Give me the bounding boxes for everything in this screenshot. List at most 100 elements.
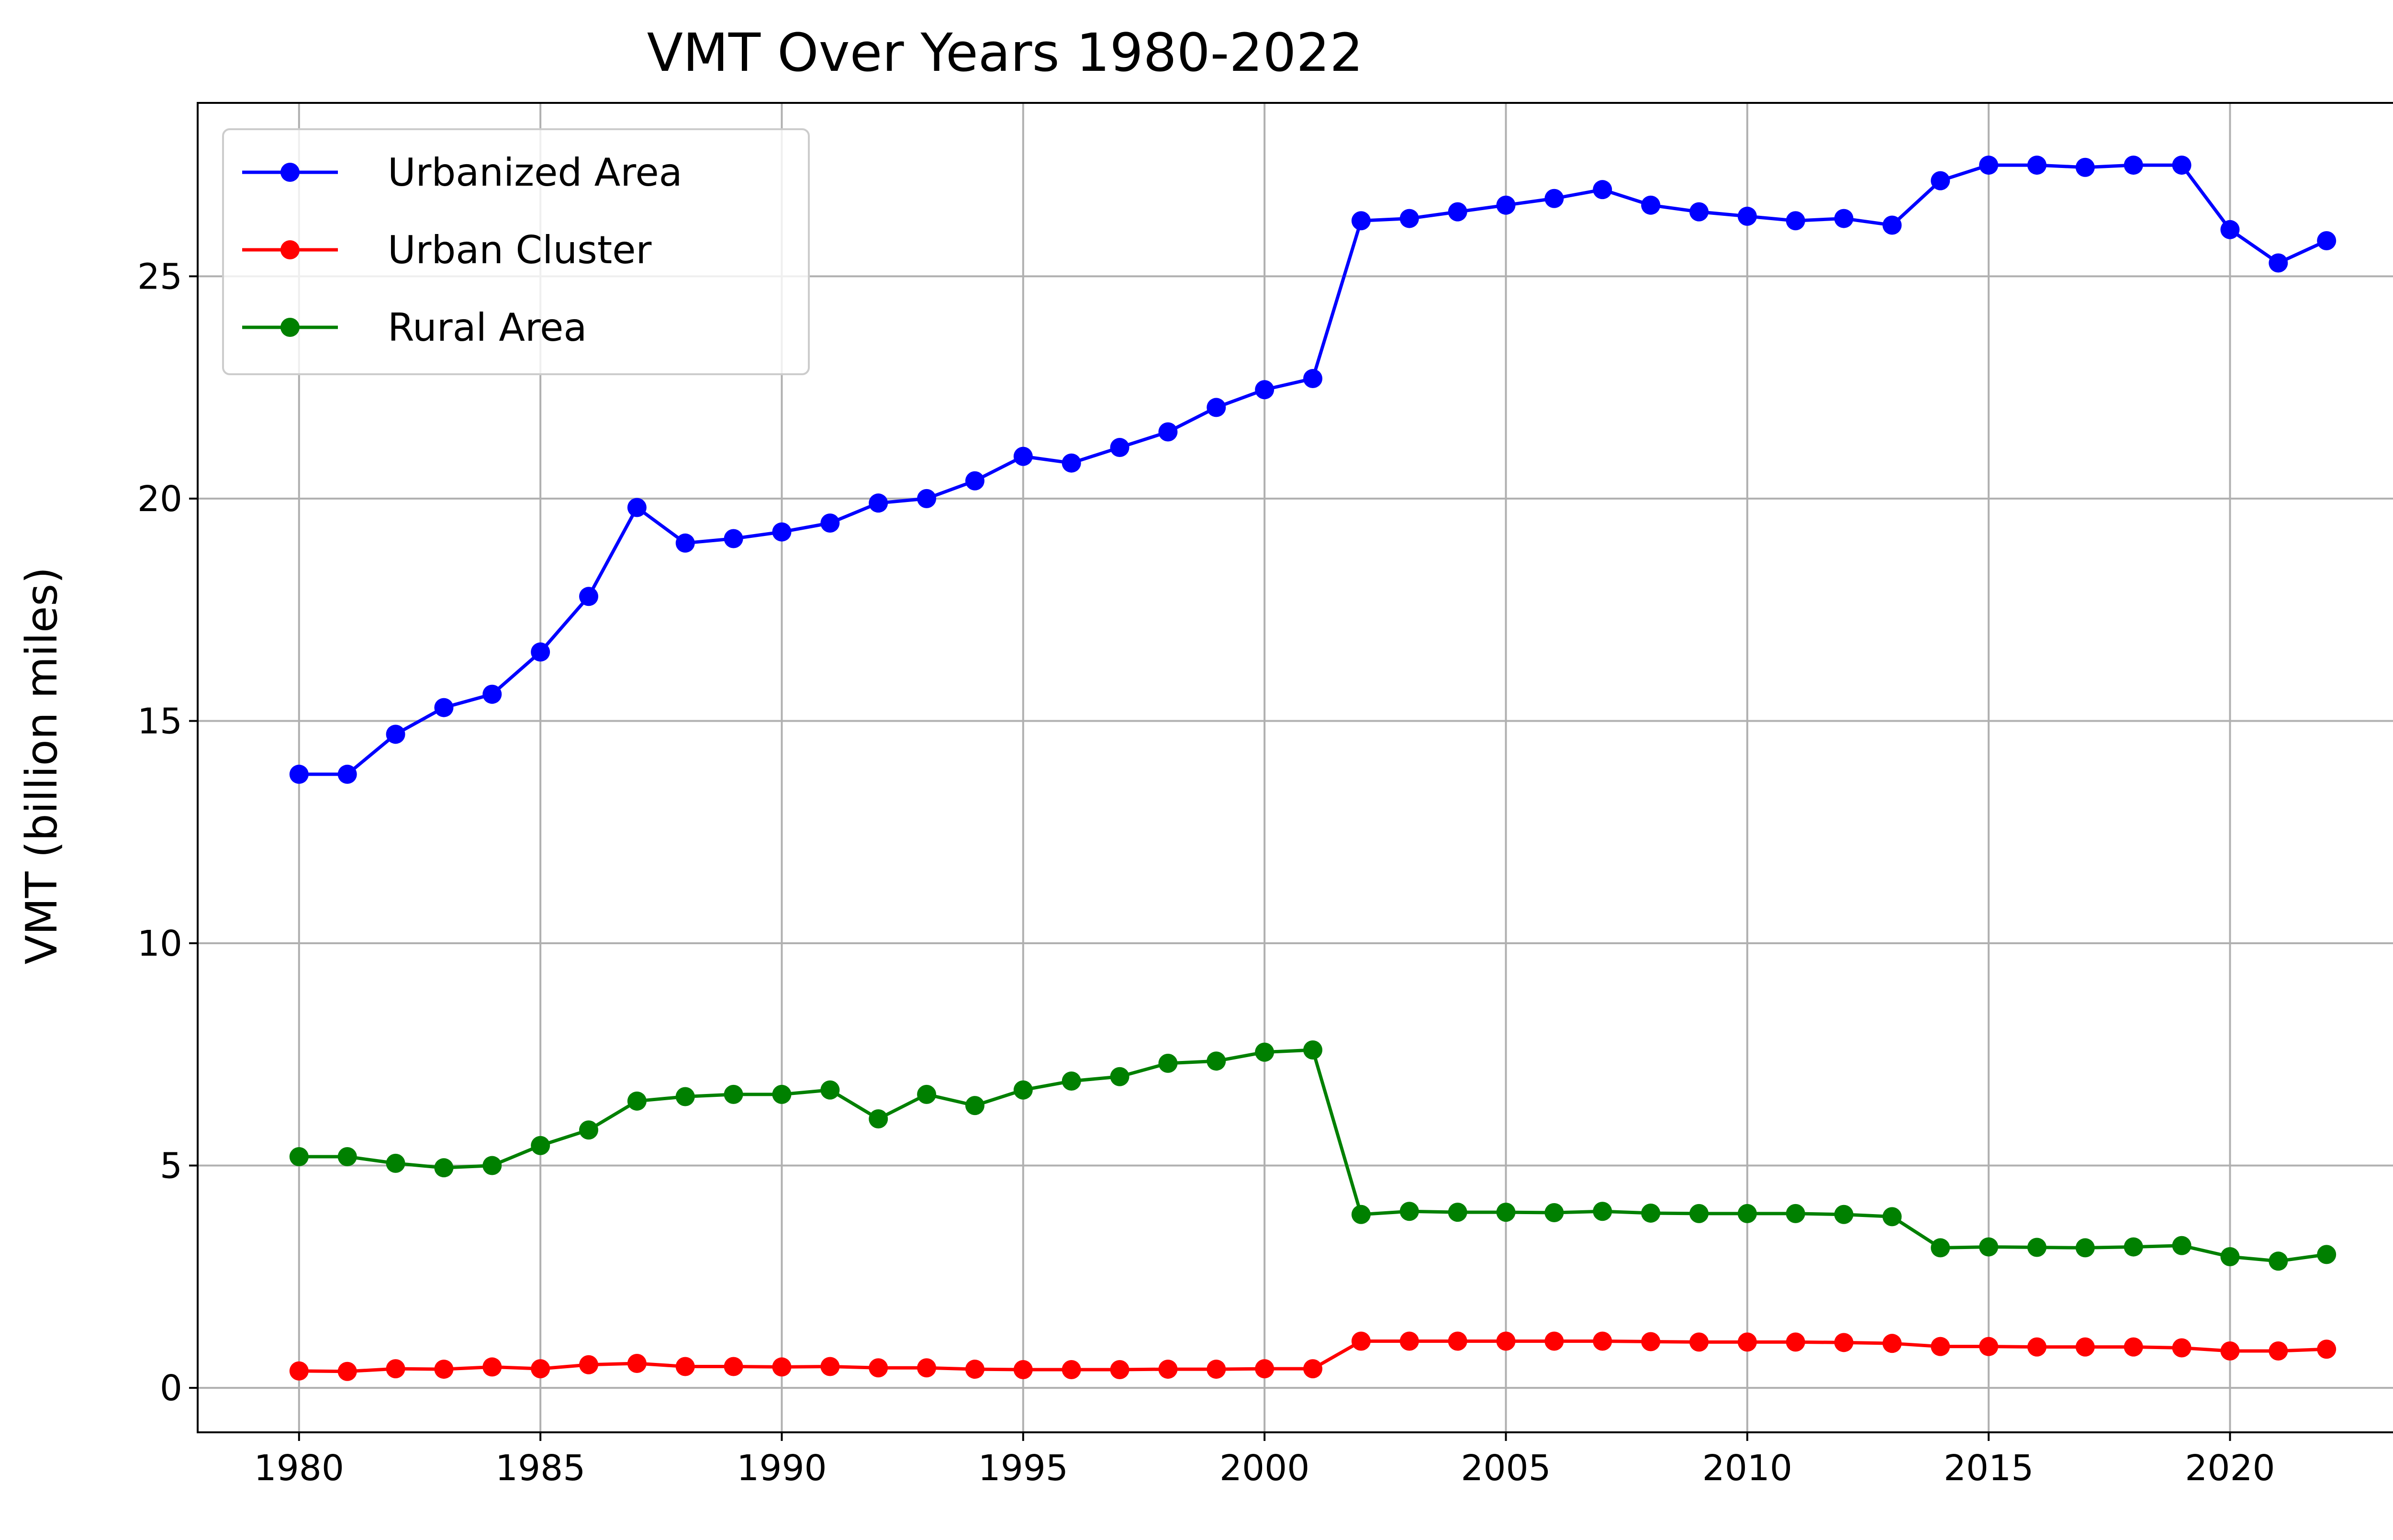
legend-marker xyxy=(280,318,300,337)
data-point-urbanized-area xyxy=(337,764,357,784)
data-point-urbanized-area xyxy=(2317,231,2337,251)
data-point-rural-area xyxy=(1496,1203,1516,1222)
legend-box xyxy=(222,128,810,375)
data-point-urban-cluster xyxy=(1979,1337,1999,1356)
data-point-rural-area xyxy=(289,1147,309,1166)
x-tick-label: 1995 xyxy=(978,1448,1068,1489)
data-point-urbanized-area xyxy=(1207,398,1226,417)
data-point-urbanized-area xyxy=(1351,211,1371,231)
data-point-urbanized-area xyxy=(2027,156,2046,175)
x-tick-label: 2000 xyxy=(1219,1448,1309,1489)
data-point-urbanized-area xyxy=(2172,156,2192,175)
data-point-urban-cluster xyxy=(772,1357,792,1377)
data-point-urban-cluster xyxy=(337,1361,357,1381)
data-point-urban-cluster xyxy=(1786,1332,1805,1352)
plot-frame xyxy=(197,102,2393,1433)
data-point-urban-cluster xyxy=(482,1357,502,1377)
data-point-urban-cluster xyxy=(289,1361,309,1381)
data-point-urbanized-area xyxy=(1882,215,1902,235)
data-point-rural-area xyxy=(1786,1204,1805,1223)
data-point-urbanized-area xyxy=(1496,195,1516,215)
data-point-urbanized-area xyxy=(1303,369,1322,389)
data-point-urban-cluster xyxy=(1013,1360,1033,1379)
ticks-layer: 1980 1985 1990 1995 2000 2005 2010 2015 20200510… xyxy=(137,256,2275,1489)
series-layer xyxy=(289,156,2337,1381)
data-point-urbanized-area xyxy=(917,489,937,508)
data-point-rural-area xyxy=(1062,1071,1081,1091)
data-point-urbanized-area xyxy=(2124,156,2143,175)
data-point-urban-cluster xyxy=(579,1355,599,1374)
legend-label: Rural Area xyxy=(388,305,587,350)
series-urban-cluster xyxy=(289,1331,2337,1381)
data-point-urban-cluster xyxy=(675,1357,695,1376)
x-tick-label: 2005 xyxy=(1461,1448,1551,1489)
data-point-urban-cluster xyxy=(434,1360,454,1379)
data-point-urban-cluster xyxy=(1399,1331,1419,1351)
data-point-rural-area xyxy=(1931,1238,1950,1258)
data-point-rural-area xyxy=(869,1109,888,1128)
data-point-rural-area xyxy=(675,1087,695,1106)
data-point-urban-cluster xyxy=(1255,1359,1275,1379)
data-point-rural-area xyxy=(627,1091,647,1111)
data-point-urbanized-area xyxy=(482,684,502,704)
data-point-urban-cluster xyxy=(1593,1331,1612,1351)
data-point-urbanized-area xyxy=(579,587,599,606)
data-point-urban-cluster xyxy=(2220,1341,2240,1361)
data-point-urban-cluster xyxy=(1448,1331,1467,1351)
data-point-rural-area xyxy=(1255,1042,1275,1062)
data-point-urban-cluster xyxy=(531,1359,550,1379)
data-point-rural-area xyxy=(1351,1205,1371,1224)
data-point-rural-area xyxy=(386,1153,405,1173)
data-point-urbanized-area xyxy=(1737,206,1757,226)
data-point-urbanized-area xyxy=(1786,211,1805,231)
y-tick-label: 15 xyxy=(137,701,182,742)
data-point-urban-cluster xyxy=(2027,1337,2046,1357)
data-point-rural-area xyxy=(965,1096,984,1116)
data-point-urban-cluster xyxy=(1110,1360,1129,1379)
data-point-rural-area xyxy=(772,1084,792,1104)
data-point-urban-cluster xyxy=(1207,1360,1226,1379)
legend-label: Urbanized Area xyxy=(388,150,682,195)
data-point-urban-cluster xyxy=(1158,1360,1178,1379)
y-axis-label: VMT (billion miles) xyxy=(17,567,67,965)
data-point-rural-area xyxy=(579,1120,599,1140)
data-point-urbanized-area xyxy=(772,522,792,542)
data-point-urbanized-area xyxy=(820,513,840,533)
data-point-urban-cluster xyxy=(2075,1337,2095,1357)
data-point-rural-area xyxy=(1399,1202,1419,1221)
data-point-urbanized-area xyxy=(1013,446,1033,466)
legend-marker xyxy=(280,163,300,182)
data-point-urbanized-area xyxy=(675,533,695,553)
data-point-rural-area xyxy=(1448,1203,1467,1222)
data-point-rural-area xyxy=(1689,1204,1709,1223)
data-point-urban-cluster xyxy=(1931,1337,1950,1356)
data-point-urbanized-area xyxy=(2220,220,2240,239)
x-tick-label: 1985 xyxy=(495,1448,585,1489)
data-point-rural-area xyxy=(1158,1053,1178,1073)
data-point-urban-cluster xyxy=(1737,1332,1757,1352)
data-point-urban-cluster xyxy=(1062,1360,1081,1379)
data-point-urbanized-area xyxy=(1641,195,1661,215)
legend-label: Urban Cluster xyxy=(388,228,651,272)
data-point-rural-area xyxy=(2075,1238,2095,1258)
data-point-urban-cluster xyxy=(2124,1337,2143,1357)
data-point-rural-area xyxy=(1303,1040,1322,1060)
data-point-urban-cluster xyxy=(820,1357,840,1376)
data-point-urbanized-area xyxy=(386,725,405,744)
y-tick-label: 20 xyxy=(137,479,182,520)
y-tick-label: 25 xyxy=(137,256,182,297)
data-point-urbanized-area xyxy=(434,698,454,717)
x-tick-label: 2020 xyxy=(2185,1448,2275,1489)
data-point-urban-cluster xyxy=(869,1358,888,1378)
data-point-rural-area xyxy=(1544,1203,1564,1223)
data-point-urbanized-area xyxy=(724,529,743,548)
x-tick-label: 1980 xyxy=(254,1448,344,1489)
data-point-rural-area xyxy=(820,1080,840,1100)
data-point-urban-cluster xyxy=(2269,1341,2288,1361)
data-point-urbanized-area xyxy=(1158,422,1178,442)
data-point-urbanized-area xyxy=(965,471,984,491)
data-point-urbanized-area xyxy=(1255,380,1275,400)
data-point-urbanized-area xyxy=(1448,202,1467,222)
data-point-urban-cluster xyxy=(2172,1338,2192,1358)
